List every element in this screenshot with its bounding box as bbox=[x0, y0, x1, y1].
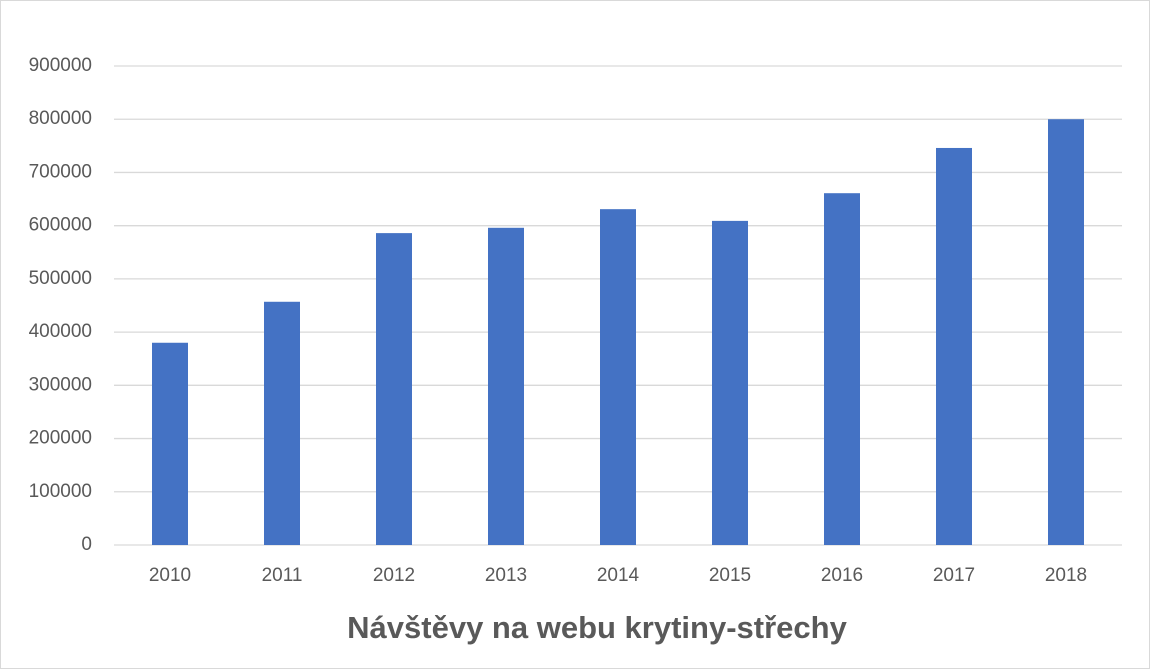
bar bbox=[376, 233, 412, 545]
bar bbox=[824, 193, 860, 545]
bar bbox=[936, 147, 972, 545]
y-tick-label: 200000 bbox=[29, 428, 92, 449]
y-tick-label: 100000 bbox=[29, 481, 92, 502]
y-tick-label: 900000 bbox=[29, 55, 92, 76]
x-tick-label: 2010 bbox=[149, 565, 191, 586]
y-tick-label: 700000 bbox=[29, 161, 92, 182]
bar bbox=[712, 220, 748, 546]
x-tick-label: 2012 bbox=[373, 565, 415, 586]
y-tick-label: 300000 bbox=[29, 374, 92, 395]
x-tick-label: 2015 bbox=[709, 565, 751, 586]
y-tick-label: 500000 bbox=[29, 268, 92, 289]
bar bbox=[264, 301, 300, 545]
y-tick-label: 800000 bbox=[29, 108, 92, 129]
x-tick-label: 2014 bbox=[597, 565, 640, 586]
bar bbox=[152, 342, 188, 545]
x-tick-label: 2017 bbox=[933, 565, 975, 586]
x-tick-label: 2013 bbox=[485, 565, 527, 586]
bar bbox=[1048, 119, 1084, 545]
chart-title: Návštěvy na webu krytiny-střechy bbox=[347, 610, 847, 645]
x-tick-label: 2016 bbox=[821, 565, 863, 586]
x-tick-label: 2011 bbox=[262, 565, 303, 586]
y-tick-label: 400000 bbox=[29, 321, 92, 342]
bar bbox=[488, 227, 524, 545]
y-tick-label: 0 bbox=[81, 534, 92, 555]
bar bbox=[600, 209, 636, 545]
y-tick-label: 600000 bbox=[29, 215, 92, 236]
x-tick-label: 2018 bbox=[1045, 565, 1087, 586]
